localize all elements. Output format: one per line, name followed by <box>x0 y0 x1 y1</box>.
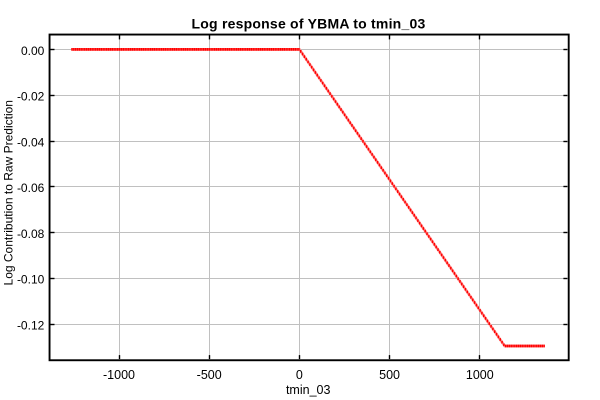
svg-text:-0.10: -0.10 <box>17 273 45 287</box>
svg-text:-500: -500 <box>197 368 222 382</box>
svg-text:0: 0 <box>296 368 303 382</box>
svg-text:-1000: -1000 <box>103 368 135 382</box>
svg-text:-0.12: -0.12 <box>17 318 45 332</box>
svg-text:-0.06: -0.06 <box>17 181 45 195</box>
svg-text:Log response of YBMA to tmin_0: Log response of YBMA to tmin_03 <box>192 16 426 32</box>
svg-text:-0.04: -0.04 <box>17 135 45 149</box>
svg-text:-0.08: -0.08 <box>17 227 45 241</box>
svg-text:0.00: 0.00 <box>21 44 45 58</box>
svg-text:1000: 1000 <box>466 368 494 382</box>
svg-text:-0.02: -0.02 <box>17 90 45 104</box>
svg-text:Log Contribution to Raw Predic: Log Contribution to Raw Prediction <box>1 100 15 285</box>
svg-text:500: 500 <box>379 368 400 382</box>
svg-text:tmin_03: tmin_03 <box>286 383 331 397</box>
